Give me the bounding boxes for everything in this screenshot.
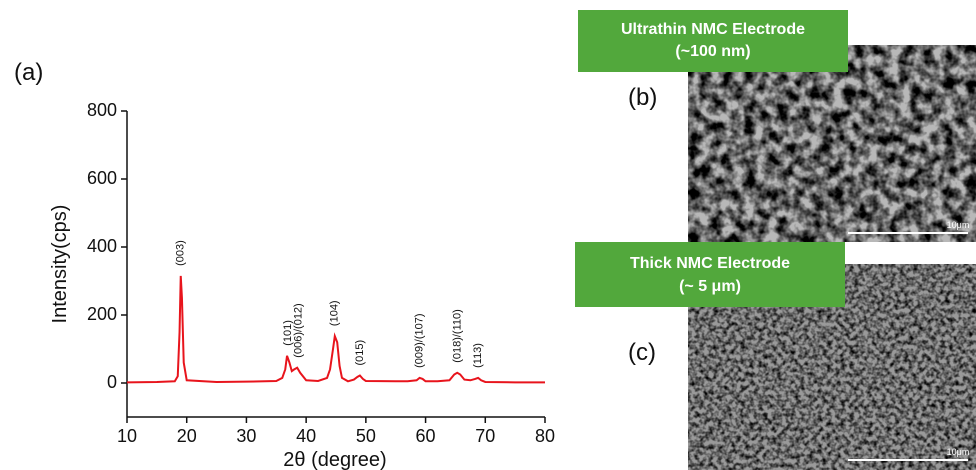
x-tick-label: 10: [117, 426, 137, 446]
x-tick-label: 20: [177, 426, 197, 446]
panel-label: (a): [14, 59, 43, 86]
scale-bar-label: 10μm: [947, 447, 970, 457]
panel-label: (c): [628, 339, 656, 366]
x-tick-label: 80: [535, 426, 555, 446]
panel-title: (~ 5 μm): [679, 278, 741, 295]
peak-label: (113): [472, 343, 484, 368]
peak-label: (006)/(012): [292, 303, 304, 357]
y-tick-label: 600: [87, 168, 117, 188]
x-tick-label: 70: [475, 426, 495, 446]
peak-label: (003): [175, 240, 187, 266]
peak-label: (015): [354, 340, 366, 366]
sem-image-b: [688, 45, 976, 242]
title-box: [578, 10, 848, 72]
panel-title: (~100 nm): [675, 43, 750, 60]
line-series: [126, 275, 545, 384]
y-tick-label: 0: [107, 372, 117, 392]
peak-label: (104): [329, 300, 341, 326]
x-axis-label: 2θ (degree): [283, 449, 386, 470]
panel-title: Ultrathin NMC Electrode: [621, 21, 805, 38]
y-tick-label: 400: [87, 236, 117, 256]
x-tick-label: 50: [356, 426, 376, 446]
scale-bar-label: 10μm: [947, 220, 970, 230]
title-box: [575, 242, 845, 307]
x-tick-label: 40: [296, 426, 316, 446]
y-tick-label: 200: [87, 304, 117, 324]
x-tick-label: 30: [236, 426, 256, 446]
x-tick-label: 60: [416, 426, 436, 446]
peak-label: (018)/(110): [452, 309, 464, 363]
peak-label: (101): [282, 320, 294, 346]
peak-label: (009)/(107): [414, 313, 426, 367]
y-tick-label: 800: [87, 100, 117, 120]
panel-title: Thick NMC Electrode: [630, 255, 790, 272]
y-axis-label: Intensity(cps): [49, 205, 71, 324]
panel-label: (b): [628, 84, 657, 111]
